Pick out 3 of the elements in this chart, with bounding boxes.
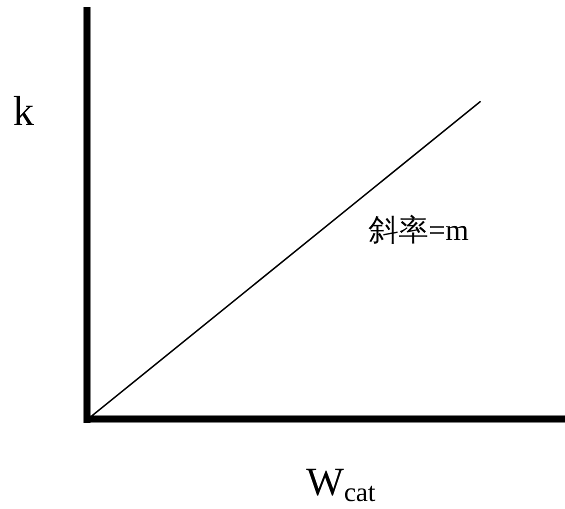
xlabel: W$_{cat}$ [306,459,376,507]
ylabel: k [13,89,34,135]
annotation: 斜率=m [368,214,469,247]
